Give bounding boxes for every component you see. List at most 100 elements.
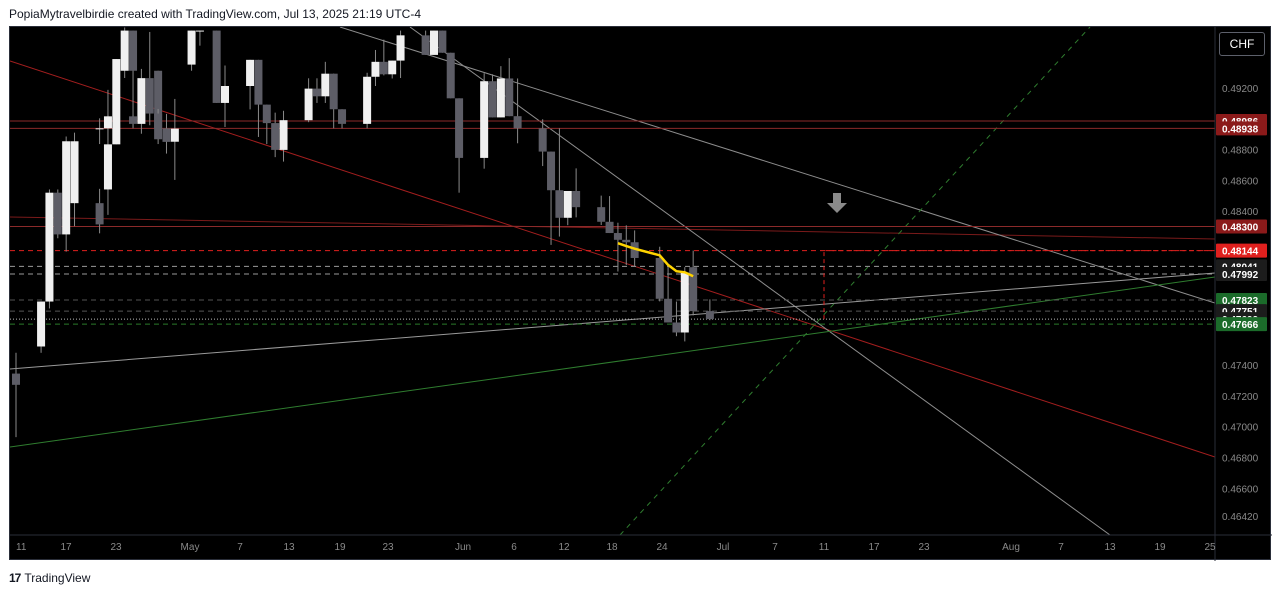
candle-body: [672, 322, 681, 333]
candle-body: [70, 141, 79, 204]
candle-body: [455, 98, 464, 158]
candle-body: [304, 88, 313, 121]
candle-body: [62, 141, 71, 235]
horizontal-levels-layer: [10, 120, 1215, 325]
time-tick-label: Jun: [455, 542, 471, 553]
candle-body: [563, 190, 572, 218]
time-tick-label: 11: [16, 542, 27, 553]
price-tick-label: 0.47200: [1222, 392, 1259, 403]
candle-body: [137, 78, 146, 124]
price-tick-label: 0.46800: [1222, 453, 1259, 464]
time-tick-label: 19: [334, 542, 346, 553]
time-tick-label: 19: [1154, 542, 1166, 553]
trendlines-layer: [10, 27, 1215, 535]
target-bracket: [823, 250, 1215, 320]
candle-body: [496, 78, 505, 118]
candle-body: [103, 116, 112, 129]
candle-body: [505, 78, 514, 117]
trendline: [409, 27, 1111, 535]
price-label-badge: [1216, 266, 1267, 281]
time-tick-label: 17: [868, 542, 880, 553]
time-tick-label: 18: [606, 542, 618, 553]
candle-body: [488, 81, 497, 118]
candle-body: [547, 151, 556, 191]
price-label-text: 0.47823: [1222, 296, 1259, 307]
price-labels: 0.489860.489380.483000.481440.480410.479…: [1216, 113, 1267, 332]
time-tick-label: 7: [237, 542, 243, 553]
candle-body: [162, 128, 171, 142]
time-tick-label: Aug: [1002, 542, 1020, 553]
trendline: [339, 27, 1215, 304]
candle-body: [680, 272, 689, 333]
price-label-badge: [1216, 219, 1267, 234]
candle-body: [95, 128, 104, 130]
candle-body: [37, 301, 46, 347]
candle-body: [103, 144, 112, 190]
time-tick-label: 7: [772, 542, 778, 553]
candle-body: [271, 123, 280, 150]
time-tick-label: 11: [819, 542, 830, 553]
candle-body: [45, 192, 54, 302]
candle-body: [622, 239, 631, 243]
time-tick-label: 7: [1058, 542, 1064, 553]
time-tick-label: 24: [656, 542, 668, 553]
annotations-layer: [823, 193, 1215, 320]
price-tick-label: 0.48600: [1222, 176, 1259, 187]
price-label-badge: [1216, 292, 1267, 307]
candle-body: [379, 61, 388, 75]
time-tick-label: 23: [382, 542, 394, 553]
candle-body: [513, 116, 522, 129]
price-tick-label: 0.46420: [1222, 512, 1259, 523]
candle-body: [338, 109, 347, 124]
candle-body: [605, 221, 614, 234]
price-label-text: 0.47666: [1222, 320, 1259, 331]
time-tick-label: 23: [110, 542, 122, 553]
candle-body: [630, 242, 639, 258]
candle-body: [664, 298, 673, 323]
price-tick-label: 0.48400: [1222, 207, 1259, 218]
price-tick-label: 0.47400: [1222, 361, 1259, 372]
time-tick-label: 17: [60, 542, 72, 553]
candle-body: [12, 373, 20, 385]
time-tick-label: 12: [558, 542, 570, 553]
candle-body: [388, 60, 397, 75]
moving-average-layer: [617, 242, 694, 278]
tradingview-brand-label: TradingView: [24, 571, 91, 585]
candle-body: [254, 59, 263, 105]
candle-body: [655, 257, 664, 299]
candle-body: [321, 73, 330, 97]
moving-average-line: [617, 242, 694, 278]
time-tick-label: 25: [1204, 542, 1216, 553]
trendline: [10, 60, 1215, 458]
price-label-text: 0.48300: [1222, 223, 1259, 234]
candle-body: [246, 59, 255, 86]
candle-body: [396, 35, 405, 61]
candle-body: [170, 128, 179, 142]
candle-body: [613, 233, 622, 240]
chart-frame[interactable]: 0.492000.490000.488000.486000.484000.474…: [9, 26, 1272, 561]
price-tick-label: 0.49200: [1222, 84, 1259, 95]
candle-body: [538, 128, 547, 152]
candle-body: [597, 207, 606, 222]
candle-body: [95, 203, 104, 225]
candle-body: [555, 190, 564, 218]
candle-body: [154, 113, 163, 140]
price-tick-label: 0.46600: [1222, 484, 1259, 495]
candle-body: [212, 30, 221, 103]
currency-button[interactable]: CHF: [1219, 32, 1265, 56]
price-label-text: 0.48938: [1222, 124, 1259, 135]
candle-body: [446, 52, 455, 99]
candle-body: [363, 76, 372, 124]
price-label-text: 0.48144: [1222, 247, 1259, 258]
time-tick-label: 6: [511, 542, 517, 553]
candle-body: [195, 30, 204, 32]
candle-body: [705, 311, 714, 320]
time-axis: 11 17 23 May 7 13 19 23 Jun 6 12 18 24 Jul 7 11 17 23 Aug 7…: [16, 542, 1216, 553]
candle-body: [120, 30, 129, 71]
price-chart[interactable]: 0.492000.490000.488000.486000.484000.474…: [10, 27, 1272, 561]
candle-body: [262, 104, 271, 124]
footer-branding: 17 TradingView: [9, 571, 90, 585]
trendline: [10, 272, 1215, 370]
candles-layer: [12, 27, 714, 438]
price-label-badge: [1216, 317, 1267, 332]
